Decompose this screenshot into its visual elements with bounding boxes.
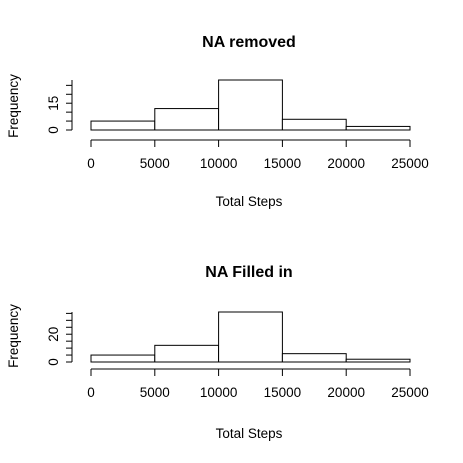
x-tick-label: 25000 xyxy=(391,156,429,171)
x-tick-label: 20000 xyxy=(327,156,365,171)
x-tick-label: 15000 xyxy=(264,156,302,171)
x-axis-label: Total Steps xyxy=(216,194,283,209)
x-axis-label: Total Steps xyxy=(216,426,283,441)
x-tick-label: 10000 xyxy=(200,385,238,400)
histogram-bar xyxy=(281,118,347,131)
y-axis: 0 20 xyxy=(46,312,73,366)
y-tick-label: 20 xyxy=(46,327,61,342)
histogram-bar xyxy=(90,354,156,363)
histogram-panel-2: NA Filled in Frequency Total Steps 0 5000… xyxy=(6,264,429,441)
x-axis: 0 5000 10000 15000 20000 25000 xyxy=(87,139,429,171)
histogram-bar xyxy=(154,344,220,363)
x-axis: 0 5000 10000 15000 20000 25000 xyxy=(87,368,429,400)
bars-group xyxy=(90,79,411,131)
x-tick-label: 0 xyxy=(87,385,95,400)
x-tick-label: 5000 xyxy=(140,156,170,171)
histogram-bar xyxy=(345,358,411,363)
y-axis-label: Frequency xyxy=(6,304,21,368)
chart-title: NA Filled in xyxy=(205,264,292,281)
y-tick-label: 0 xyxy=(46,126,61,134)
x-tick-label: 5000 xyxy=(140,385,170,400)
histogram-bar xyxy=(154,108,220,131)
chart-title: NA removed xyxy=(202,34,296,51)
x-tick-label: 25000 xyxy=(391,385,429,400)
y-axis-label: Frequency xyxy=(6,74,21,138)
histogram-bar xyxy=(281,353,347,363)
y-axis: 0 15 xyxy=(46,80,73,134)
histogram-panel-1: NA removed Frequency Total Steps 0 5000 10… xyxy=(6,34,429,209)
y-tick-label: 15 xyxy=(46,96,61,111)
histogram-bar xyxy=(218,311,283,363)
histogram-bar xyxy=(218,79,283,131)
y-tick-label: 0 xyxy=(46,358,61,366)
x-tick-label: 0 xyxy=(87,156,95,171)
histogram-bar xyxy=(90,120,156,131)
x-tick-label: 10000 xyxy=(200,156,238,171)
bars-group xyxy=(90,311,411,363)
histogram-bar xyxy=(345,125,411,131)
x-tick-label: 15000 xyxy=(264,385,302,400)
x-tick-label: 20000 xyxy=(327,385,365,400)
